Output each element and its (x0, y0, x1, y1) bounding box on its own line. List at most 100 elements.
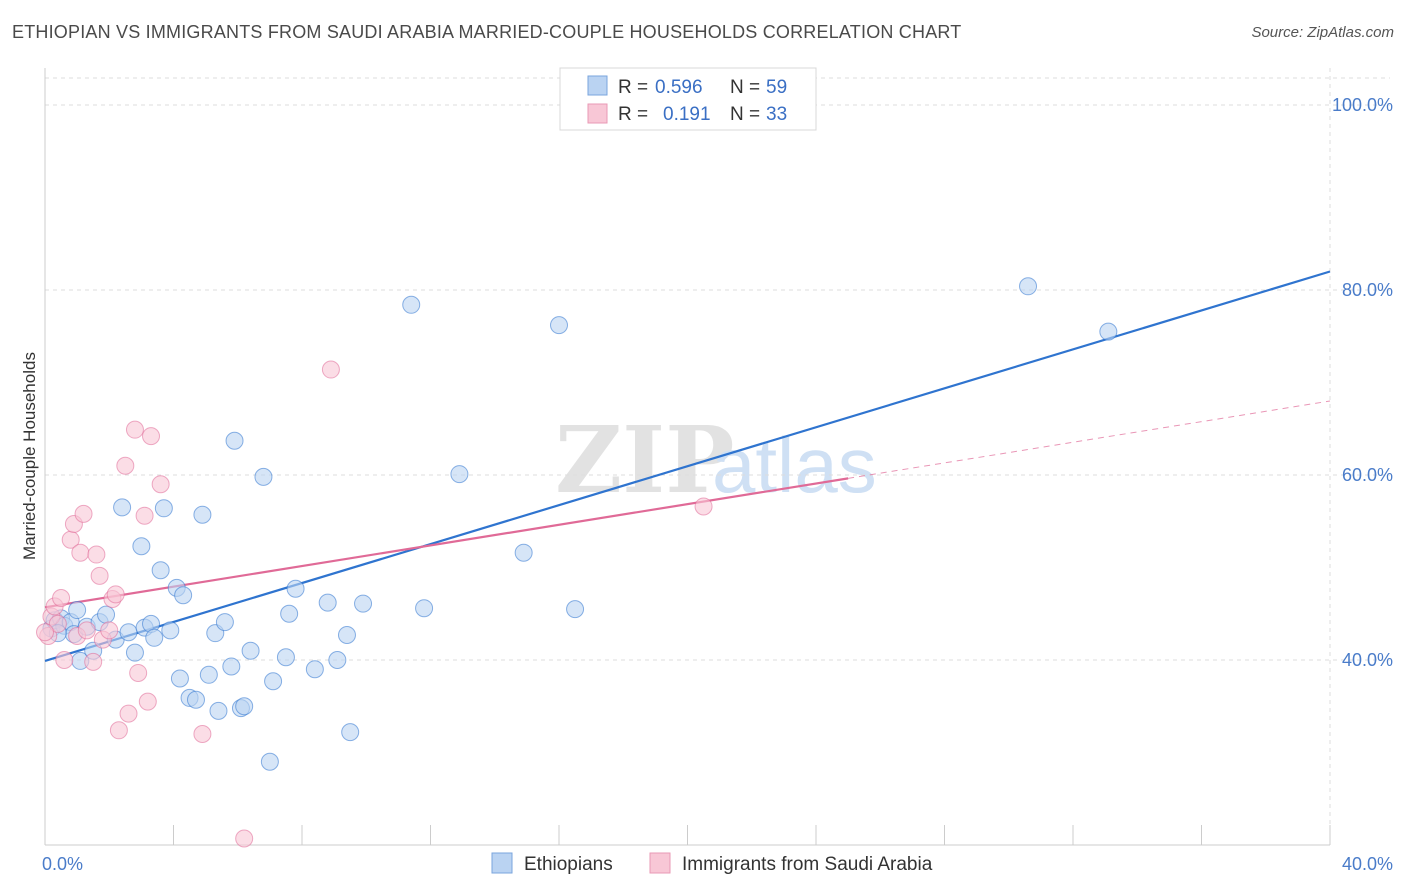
trend-lines (44, 270, 1331, 662)
series-0-point-57 (1099, 322, 1118, 341)
series-legend-label-ethiopians: Ethiopians (524, 854, 613, 875)
series-1-point-26 (142, 427, 161, 446)
legend-n-label-1: N = (730, 77, 760, 98)
series-0-point-29 (199, 665, 218, 684)
series-0-point-48 (341, 723, 360, 742)
series-0-point-24 (174, 586, 193, 605)
series-1-point-16 (100, 621, 119, 640)
series-0-point-20 (151, 561, 170, 580)
series-1-point-14 (90, 566, 109, 585)
series-legend-label-saudi: Immigrants from Saudi Arabia (682, 854, 933, 875)
series-0-point-40 (264, 672, 283, 691)
series-1-point-9 (71, 543, 90, 562)
series-0-point-31 (209, 701, 228, 720)
series-0-point-53 (514, 543, 533, 562)
legend-r-value-2: 0.191 (663, 104, 711, 125)
series-1-point-22 (125, 420, 144, 439)
series-1-point-28 (193, 725, 212, 743)
series-legend-swatch-saudi (649, 852, 671, 874)
chart-title: ETHIOPIAN VS IMMIGRANTS FROM SAUDI ARABI… (12, 22, 962, 42)
y-axis-title: Married-couple Households (20, 352, 39, 560)
series-0-point-16 (132, 537, 151, 556)
y-tick-label-2: 80.0% (1342, 280, 1393, 300)
series-1-point-31 (694, 497, 713, 516)
series-1-point-27 (151, 475, 170, 494)
trend-line-series-1 (44, 477, 849, 609)
series-0-point-51 (415, 599, 434, 618)
watermark: ZIP atlas (555, 406, 877, 514)
series-0-point-33 (222, 657, 241, 676)
series-0-point-36 (235, 697, 254, 716)
legend-n-value-1: 59 (766, 77, 787, 98)
series-1-point-25 (138, 692, 157, 711)
series-0-point-6 (68, 601, 87, 620)
series-0-point-47 (337, 626, 356, 645)
series-0-point-22 (161, 621, 180, 640)
series-1-point-23 (129, 663, 148, 682)
series-0-point-45 (318, 593, 337, 612)
series-1-point-21 (119, 704, 138, 723)
series-0-point-28 (193, 505, 212, 524)
series-0-point-49 (354, 594, 373, 613)
series-1-point-32 (36, 623, 54, 642)
series-0-point-21 (154, 499, 173, 518)
series-1-point-24 (135, 506, 154, 525)
watermark-atlas: atlas (712, 421, 877, 509)
series-0-point-19 (145, 628, 164, 647)
legend-swatch-ethiopians (587, 75, 608, 96)
legend-n-label-2: N = (730, 104, 760, 125)
series-1-point-20 (116, 456, 135, 475)
y-tick-label-0: 40.0% (1342, 650, 1393, 670)
series-0-point-55 (566, 600, 585, 619)
data-points (36, 277, 1118, 848)
legend-n-value-2: 33 (766, 104, 787, 125)
series-1-point-5 (55, 651, 74, 669)
series-1-point-18 (106, 585, 125, 604)
series-0-point-34 (225, 431, 244, 450)
y-tick-label-3: 100.0% (1332, 95, 1393, 115)
x-minor-ticks (173, 825, 1331, 845)
series-0-point-46 (328, 651, 347, 669)
series-0-point-56 (1019, 277, 1038, 296)
series-1-point-19 (109, 721, 128, 740)
trend-line-series-1-extension (848, 400, 1331, 479)
series-legend: Ethiopians Immigrants from Saudi Arabia (491, 852, 933, 875)
x-tick-label-0: 0.0% (42, 854, 83, 874)
tick-labels: 40.0% 60.0% 80.0% 100.0% 0.0% 40.0% (42, 95, 1393, 874)
series-1-point-4 (52, 589, 71, 608)
series-0-point-32 (215, 613, 234, 632)
series-0-point-25 (170, 669, 189, 688)
series-1-point-10 (74, 504, 93, 523)
chart-source: Source: ZipAtlas.com (1251, 24, 1394, 41)
series-1-points (36, 360, 713, 848)
series-legend-swatch-ethiopians (491, 852, 513, 874)
series-0-points (42, 277, 1118, 771)
series-0-point-39 (260, 752, 279, 771)
series-0-point-15 (125, 643, 144, 662)
series-0-point-42 (280, 604, 299, 623)
series-0-point-52 (450, 465, 469, 484)
trend-line-series-0 (44, 270, 1331, 662)
series-1-point-30 (321, 360, 340, 379)
series-0-point-50 (402, 295, 421, 314)
series-0-point-11 (97, 605, 116, 624)
legend-r-value-1: 0.596 (655, 77, 703, 98)
series-0-point-14 (119, 623, 138, 642)
series-0-point-38 (254, 467, 273, 486)
series-1-point-11 (77, 621, 96, 640)
series-0-point-13 (113, 498, 132, 517)
series-0-point-43 (286, 579, 305, 598)
legend-swatch-saudi (587, 103, 608, 124)
series-0-point-37 (241, 641, 260, 660)
series-1-point-3 (48, 614, 67, 633)
x-tick-label-1: 40.0% (1342, 854, 1393, 874)
series-1-point-13 (87, 545, 106, 564)
series-1-point-29 (235, 829, 254, 848)
y-tick-label-1: 60.0% (1342, 465, 1393, 485)
legend-r-label-2: R = (618, 104, 648, 125)
series-0-point-44 (305, 660, 324, 679)
series-0-point-27 (186, 690, 205, 709)
legend-r-label-1: R = (618, 77, 648, 98)
series-1-point-12 (84, 652, 103, 671)
